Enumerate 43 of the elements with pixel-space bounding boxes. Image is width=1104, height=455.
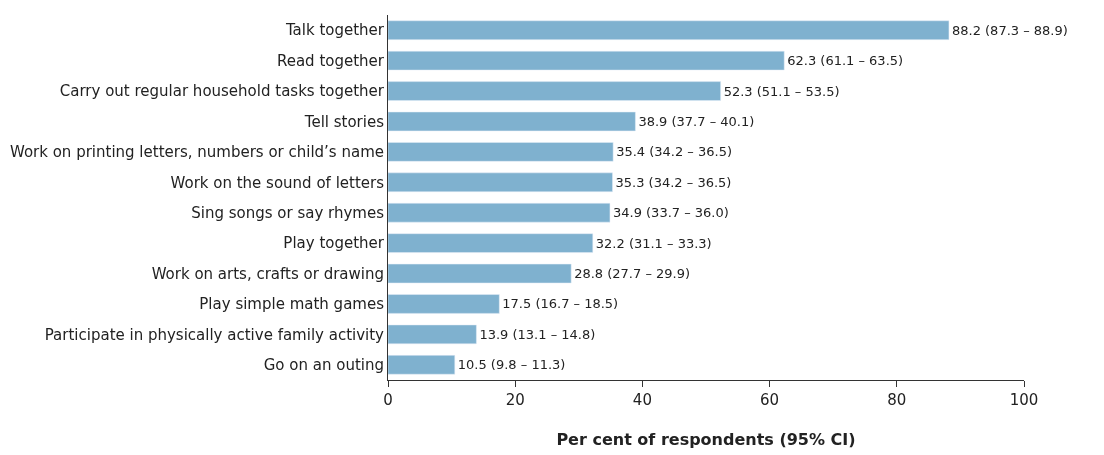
y-tick-label: Participate in physically active family activity xyxy=(44,325,385,344)
bar xyxy=(388,142,614,162)
y-tick-label: Play simple math games xyxy=(199,295,385,314)
bar xyxy=(388,111,636,132)
x-tick-label: 100 xyxy=(1009,391,1039,409)
bar xyxy=(388,233,594,253)
data-label: 13.9 (13.1 – 14.8) xyxy=(479,326,596,342)
y-tick-label: Read together xyxy=(276,51,385,70)
data-label: 62.3 (61.1 – 63.5) xyxy=(787,53,904,69)
bar xyxy=(388,203,611,223)
data-label: 35.3 (34.2 – 36.5) xyxy=(615,174,732,190)
y-tick-label: Talk together xyxy=(284,21,385,40)
y-tick-label: Work on printing letters, numbers or child’s name xyxy=(9,143,384,162)
bar xyxy=(388,81,721,101)
y-tick-label: Carry out regular household tasks together xyxy=(59,82,385,101)
bar xyxy=(388,263,572,284)
x-tick-label: 80 xyxy=(887,391,907,409)
x-tick-label: 20 xyxy=(505,391,525,409)
x-axis-title: Per cent of respondents (95% CI) xyxy=(556,429,856,449)
data-label: 34.9 (33.7 – 36.0) xyxy=(612,205,729,221)
bar xyxy=(388,20,950,40)
bar xyxy=(388,50,785,71)
data-label: 32.2 (31.1 – 33.3) xyxy=(595,235,712,251)
y-tick-label: Sing songs or say rhymes xyxy=(191,203,385,222)
x-tick-label: 40 xyxy=(632,391,652,409)
x-tick-label: 60 xyxy=(760,391,780,409)
y-tick-label: Tell stories xyxy=(303,112,385,131)
data-label: 35.4 (34.2 – 36.5) xyxy=(616,144,733,160)
data-label: 38.9 (37.7 – 40.1) xyxy=(638,113,755,129)
y-tick-label: Play together xyxy=(283,234,385,253)
data-label: 28.8 (27.7 – 29.9) xyxy=(574,266,691,282)
data-label: 17.5 (16.7 – 18.5) xyxy=(502,296,619,312)
data-label: 10.5 (9.8 – 11.3) xyxy=(457,357,566,373)
y-tick-label: Work on the sound of letters xyxy=(170,173,385,192)
data-label: 52.3 (51.1 – 53.5) xyxy=(723,83,840,99)
y-tick-label: Go on an outing xyxy=(263,356,384,375)
x-tick-label: 0 xyxy=(383,391,393,409)
data-label: 88.2 (87.3 – 88.9) xyxy=(951,22,1068,38)
bar xyxy=(388,355,456,375)
bar xyxy=(388,172,613,192)
y-tick-label: Work on arts, crafts or drawing xyxy=(151,264,384,283)
bar xyxy=(388,324,477,345)
bar xyxy=(388,294,500,314)
